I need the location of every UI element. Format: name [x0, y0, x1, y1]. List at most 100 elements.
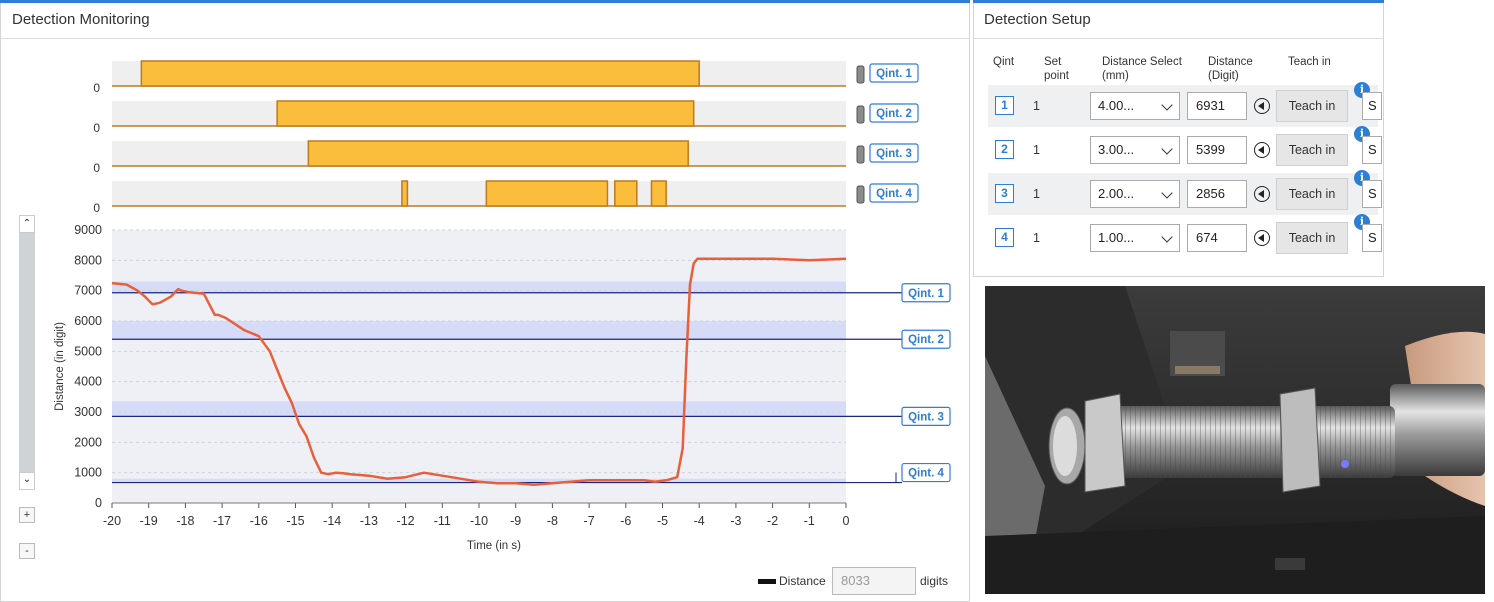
detection-chart: 0 Qint. 1 0 Qint. 2 0 Qint. 3 0 Qint. 4 0 1000 20… — [54, 60, 951, 552]
monitoring-accent-bar — [0, 0, 970, 3]
zoom-in-button[interactable]: + — [19, 507, 35, 523]
x-tick-label: -13 — [360, 514, 378, 528]
threshold-tag: Qint. 1 — [901, 283, 951, 303]
teach-in-button[interactable]: Teach in — [1276, 134, 1348, 166]
distance-select-dropdown[interactable]: 2.00... — [1090, 180, 1180, 208]
x-tick-label: -18 — [176, 514, 194, 528]
track-zero-label: 0 — [93, 161, 100, 175]
teach-in-button[interactable]: Teach in — [1276, 178, 1348, 210]
set-point-value: 1 — [1033, 187, 1040, 201]
extra-field[interactable]: S — [1362, 224, 1382, 252]
extra-field[interactable]: S — [1362, 92, 1382, 120]
x-tick-label: -7 — [584, 514, 595, 528]
track-tag-label: Qint. 1 — [876, 68, 912, 80]
threshold-tag-box — [901, 406, 951, 426]
digital-tracks: 0 Qint. 1 0 Qint. 2 0 Qint. 3 0 Qint. 4 — [93, 60, 919, 215]
distance-digit-field[interactable]: 5399 — [1187, 136, 1247, 164]
track-background — [112, 181, 846, 206]
digits-unit-label: digits — [920, 574, 949, 588]
threshold-tag-label: Qint. 3 — [908, 411, 944, 423]
track-toggle-icon — [856, 145, 865, 164]
track-high-pulse — [614, 180, 638, 207]
zoom-out-button[interactable]: - — [19, 543, 35, 559]
header-qint: Qint — [993, 56, 1015, 68]
track-tag: Qint. 3 — [869, 143, 919, 163]
x-tick-label: -15 — [286, 514, 304, 528]
distance-select-dropdown[interactable]: 1.00... — [1090, 224, 1180, 252]
vertical-scrollbar[interactable]: ⌃ ⌄ — [19, 215, 35, 490]
chevron-down-icon — [1161, 231, 1173, 243]
chevron-down-icon — [1161, 99, 1173, 111]
y-tick-label: 1000 — [74, 466, 102, 480]
x-tick-label: -12 — [397, 514, 415, 528]
apply-distance-icon[interactable] — [1254, 230, 1270, 246]
qint-badge: 2 — [995, 140, 1014, 159]
chevron-up-icon: ⌃ — [22, 218, 32, 229]
y-tick-label: 8000 — [74, 253, 102, 267]
y-tick-label: 5000 — [74, 344, 102, 358]
set-point-value: 1 — [1033, 99, 1040, 113]
track-toggle-icon — [856, 65, 865, 84]
track-high-pulse — [276, 100, 695, 127]
qint-badge: 1 — [995, 96, 1014, 115]
distance-select-dropdown[interactable]: 4.00... — [1090, 92, 1180, 120]
y-tick-label: 7000 — [74, 284, 102, 298]
track-high-pulse — [307, 140, 689, 167]
track-tag: Qint. 1 — [869, 63, 919, 83]
track-tag-box — [869, 103, 919, 123]
x-tick-label: 0 — [843, 514, 850, 528]
setup-title-divider — [974, 38, 1383, 39]
scroll-down-button[interactable]: ⌄ — [19, 472, 35, 490]
header-distance-digit: Distance (Digit) — [1208, 56, 1253, 82]
current-distance-field: 8033 — [832, 567, 916, 595]
qint-badge: 3 — [995, 184, 1014, 203]
apply-distance-icon[interactable] — [1254, 186, 1270, 202]
track-zero-label: 0 — [93, 81, 100, 95]
track-tag: Qint. 2 — [869, 103, 919, 123]
x-tick-label: -19 — [140, 514, 158, 528]
threshold-band — [112, 401, 846, 417]
track-zero-label: 0 — [93, 121, 100, 135]
track-zero-label: 0 — [93, 201, 100, 215]
threshold-tag-label: Qint. 2 — [908, 334, 944, 346]
extra-field[interactable]: S — [1362, 180, 1382, 208]
track-high-pulse — [401, 180, 409, 207]
apply-distance-icon[interactable] — [1254, 98, 1270, 114]
y-tick-label: 6000 — [74, 314, 102, 328]
teach-in-button[interactable]: Teach in — [1276, 90, 1348, 122]
chevron-down-icon: ⌄ — [22, 474, 32, 485]
track-tag-label: Qint. 4 — [876, 188, 912, 200]
track-high-pulse — [485, 180, 609, 207]
scroll-up-button[interactable]: ⌃ — [19, 215, 35, 233]
track-tag-label: Qint. 3 — [876, 148, 912, 160]
track-high-pulse — [140, 60, 700, 87]
y-axis-label: Distance (in digit) — [54, 322, 66, 411]
threshold-tag: Qint. 4 — [901, 462, 951, 483]
threshold-band — [112, 321, 846, 340]
distance-digit-field[interactable]: 6931 — [1187, 92, 1247, 120]
set-point-value: 1 — [1033, 231, 1040, 245]
x-tick-label: -17 — [213, 514, 231, 528]
extra-field[interactable]: S — [1362, 136, 1382, 164]
teach-in-button[interactable]: Teach in — [1276, 222, 1348, 254]
distance-select-value: 2.00... — [1098, 186, 1135, 201]
header-teach-in: Teach in — [1288, 56, 1331, 68]
header-distance-select: Distance Select (mm) — [1102, 56, 1182, 82]
apply-distance-icon[interactable] — [1254, 142, 1270, 158]
plot-area — [112, 230, 846, 503]
track-toggle-icon — [856, 185, 865, 204]
threshold-tag-label: Qint. 4 — [908, 468, 944, 480]
distance-select-dropdown[interactable]: 3.00... — [1090, 136, 1180, 164]
distance-select-value: 3.00... — [1098, 142, 1135, 157]
distance-digit-field[interactable]: 674 — [1187, 224, 1247, 252]
track-toggle-icon — [856, 105, 865, 124]
distance-digit-field[interactable]: 2856 — [1187, 180, 1247, 208]
x-tick-label: -3 — [730, 514, 741, 528]
distance-select-value: 4.00... — [1098, 98, 1135, 113]
track-tag-box — [869, 183, 919, 203]
header-set-point: Set point — [1044, 56, 1069, 82]
threshold-tag-box — [901, 329, 951, 349]
chevron-down-icon — [1161, 187, 1173, 199]
track-tag: Qint. 4 — [869, 183, 919, 203]
x-tick-label: -20 — [103, 514, 121, 528]
